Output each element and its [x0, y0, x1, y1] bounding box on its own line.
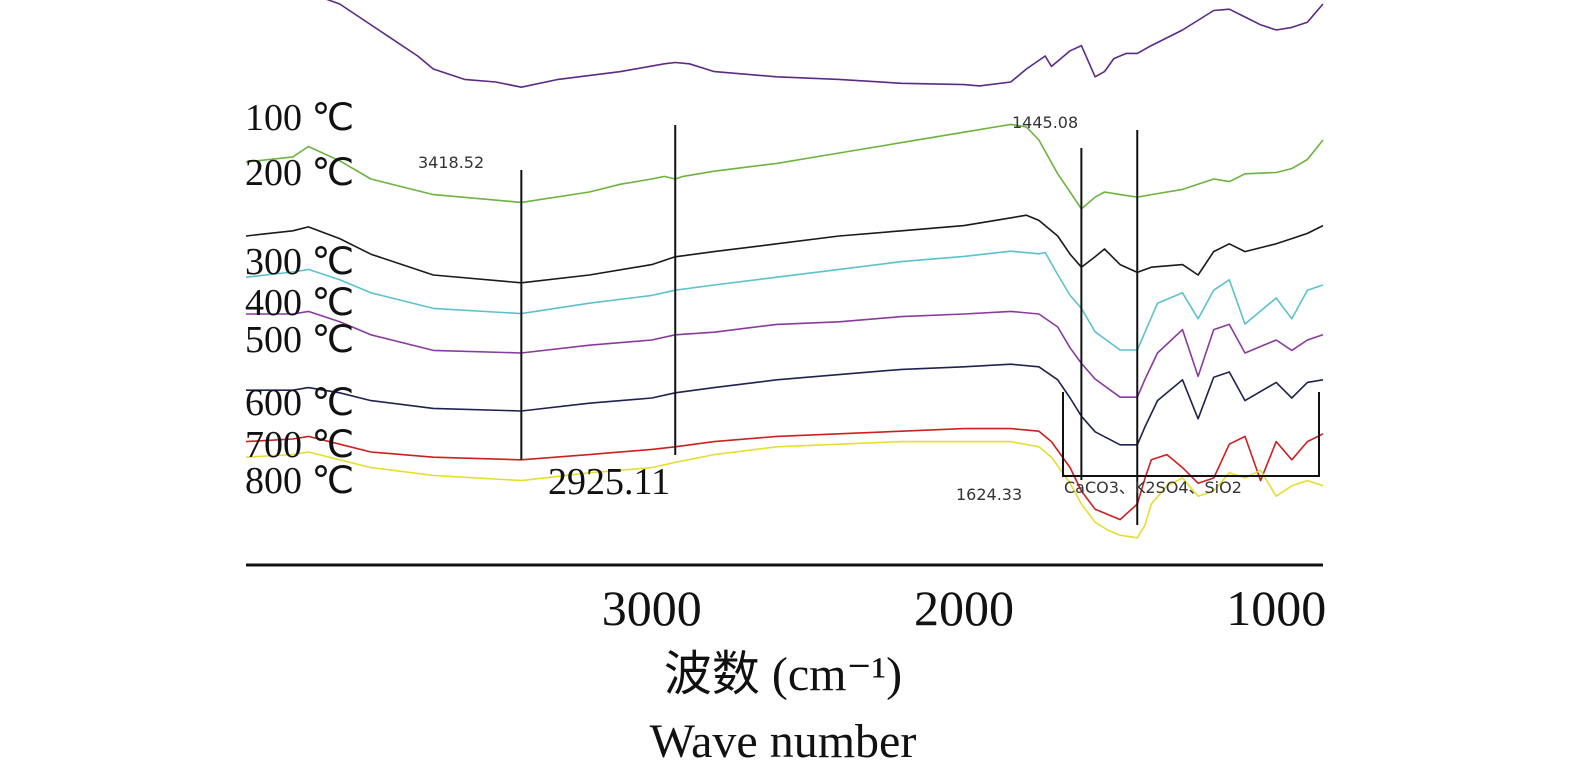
x-tick-label: 3000 — [602, 580, 702, 636]
series-label: 400 ℃ — [245, 282, 354, 324]
series-label: 600 ℃ — [245, 382, 354, 424]
peak-marker-layer: 3418.52 2925.11 1624.33 1445.08 CaCO3、K2SO4、… — [418, 113, 1320, 525]
series-label: 800 ℃ — [245, 460, 354, 502]
series-line-600c — [246, 363, 1324, 446]
peak-marker-label: 1445.08 — [1012, 113, 1078, 132]
series-line-300c — [245, 214, 1324, 284]
x-tick-layer: 3000 2000 1000 — [602, 580, 1326, 636]
x-tick-label: 1000 — [1226, 580, 1326, 636]
series-label: 500 ℃ — [245, 319, 354, 361]
mineral-bracket — [1062, 392, 1320, 477]
series-line-100c — [326, 0, 1324, 88]
series-line-700c — [245, 427, 1324, 521]
series-label: 300 ℃ — [245, 241, 354, 283]
series-label: 100 ℃ — [245, 97, 354, 139]
series-line-500c — [246, 310, 1324, 398]
series-line-800c — [245, 440, 1324, 539]
series-line-400c — [245, 250, 1324, 351]
series-layer — [245, 0, 1324, 539]
peak-marker-label: 2925.11 — [548, 461, 670, 503]
series-label: 700 ℃ — [245, 424, 354, 466]
peak-marker-label: 1624.33 — [956, 485, 1022, 504]
series-label: 200 ℃ — [245, 152, 354, 194]
mineral-bracket-label: CaCO3、K2SO4、SiO2 — [1064, 478, 1242, 497]
peak-marker-label: 3418.52 — [418, 153, 484, 172]
x-tick-label: 2000 — [914, 580, 1014, 636]
series-line-200c — [245, 123, 1324, 210]
x-axis-title: 波数 (cm⁻¹) — [664, 648, 902, 701]
x-axis-title-en: Wave number — [650, 715, 917, 768]
